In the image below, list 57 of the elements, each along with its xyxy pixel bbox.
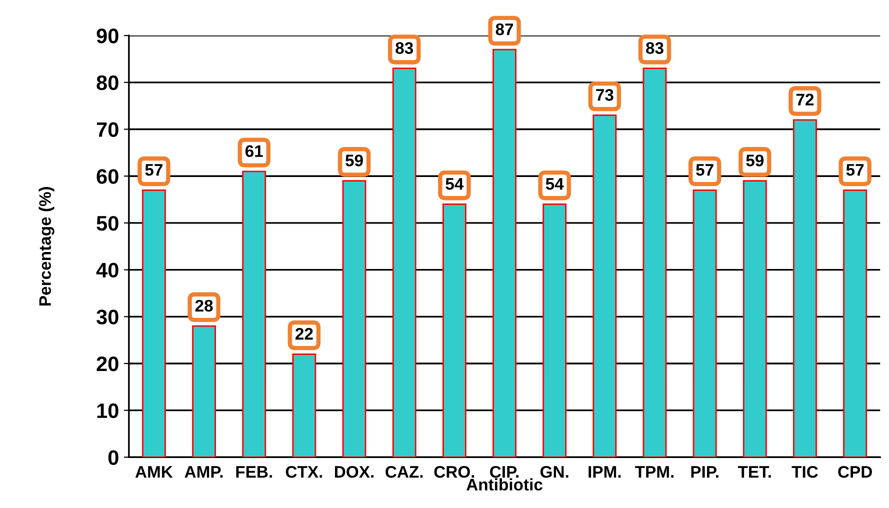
bar bbox=[342, 180, 366, 458]
bar bbox=[192, 325, 216, 458]
y-axis-title: Percentage (%) bbox=[38, 187, 54, 306]
data-label: 73 bbox=[596, 88, 614, 101]
bar bbox=[492, 48, 516, 458]
data-label: 57 bbox=[696, 164, 714, 176]
bar bbox=[642, 68, 667, 458]
bar bbox=[392, 68, 416, 458]
bar bbox=[843, 189, 868, 458]
data-label: 28 bbox=[195, 300, 213, 312]
data-label: 57 bbox=[846, 164, 864, 176]
data-label: 54 bbox=[446, 178, 464, 190]
y-tick-label: 30 bbox=[96, 310, 118, 324]
y-tick-label: 10 bbox=[97, 403, 118, 418]
y-tick-label: 20 bbox=[96, 356, 118, 372]
x-axis-title: Antibiotic bbox=[466, 478, 542, 491]
data-label: 59 bbox=[346, 154, 363, 166]
y-tick-label: 90 bbox=[96, 28, 118, 44]
bar bbox=[242, 170, 266, 458]
data-label: 54 bbox=[546, 178, 564, 190]
data-label: 72 bbox=[796, 94, 814, 106]
bar bbox=[442, 204, 466, 458]
x-tick-label: CAZ. bbox=[386, 466, 423, 478]
x-tick-label: CTX. bbox=[286, 466, 322, 478]
x-tick-label: AMK bbox=[135, 466, 173, 478]
bar bbox=[592, 114, 617, 458]
x-tick-label: TET. bbox=[738, 466, 771, 478]
data-label: 22 bbox=[295, 328, 313, 340]
bar bbox=[142, 189, 166, 458]
x-tick-label: FEB. bbox=[236, 466, 272, 478]
x-tick-label: TIC bbox=[792, 466, 818, 478]
bar bbox=[793, 119, 817, 458]
bar bbox=[742, 180, 767, 458]
y-tick-label: 80 bbox=[96, 75, 118, 90]
x-tick-label: TPM. bbox=[635, 466, 674, 478]
bar bbox=[692, 189, 717, 458]
data-label: 87 bbox=[496, 23, 514, 36]
x-tick-label: PIP. bbox=[691, 466, 718, 478]
x-tick-label: CRO. bbox=[434, 466, 474, 478]
data-label: 59 bbox=[746, 154, 764, 166]
x-tick-label: GN. bbox=[540, 466, 568, 478]
y-tick-label: 70 bbox=[96, 122, 118, 138]
y-tick-label: 50 bbox=[96, 216, 118, 231]
bar bbox=[292, 353, 316, 458]
data-label: 57 bbox=[145, 164, 162, 176]
data-label: 83 bbox=[396, 42, 414, 54]
x-tick-label: AMP. bbox=[184, 466, 223, 478]
data-label: 61 bbox=[245, 145, 263, 158]
x-tick-label: DOX. bbox=[335, 466, 374, 478]
x-tick-label: CPD bbox=[838, 466, 872, 478]
y-tick-label: 60 bbox=[96, 169, 118, 184]
x-tick-label: IPM. bbox=[588, 466, 621, 478]
y-tick-label: 0 bbox=[108, 450, 118, 465]
data-label: 83 bbox=[646, 42, 664, 54]
x-tick-label: CIP. bbox=[490, 466, 518, 478]
y-tick-label: 40 bbox=[96, 262, 118, 278]
bar bbox=[542, 204, 567, 458]
